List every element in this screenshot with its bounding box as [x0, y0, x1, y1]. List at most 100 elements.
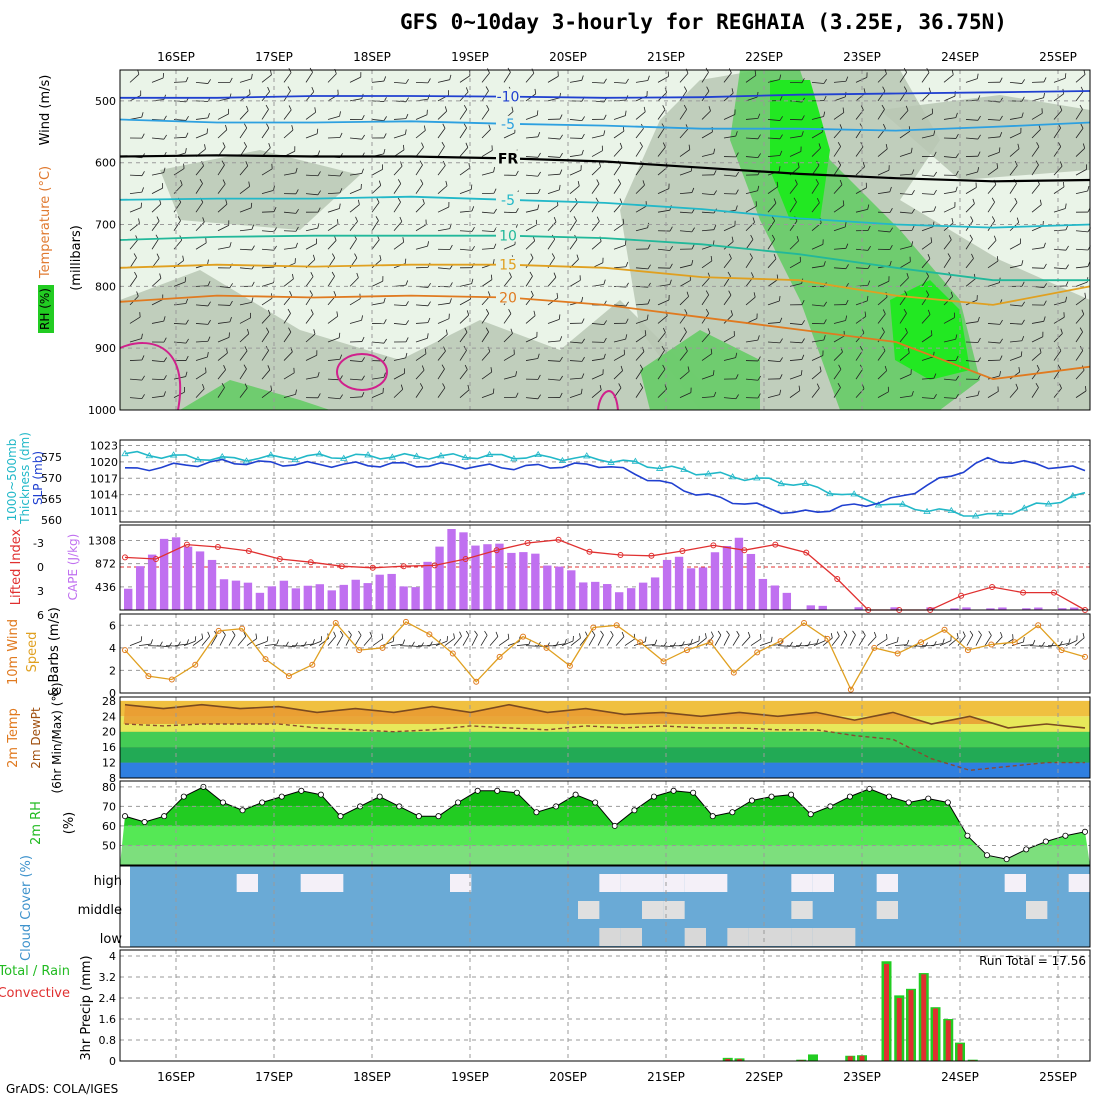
wind-speed-marker	[1058, 647, 1065, 654]
wind-barb	[217, 387, 225, 398]
wind-barb-flag	[581, 116, 585, 121]
wind-barb-flag	[845, 315, 848, 321]
wind-barb	[899, 245, 912, 250]
wind-barb	[393, 133, 406, 139]
wind-barb-flag	[728, 290, 732, 296]
li-marker	[524, 540, 531, 546]
wind-barb-flag	[903, 308, 907, 314]
wind-barb	[345, 634, 352, 646]
wind-barb-flag	[383, 372, 386, 378]
precip-convective-bar	[908, 990, 914, 1061]
wind-barb	[987, 167, 998, 176]
wind-barb-flag	[465, 87, 469, 93]
wind-barb	[371, 341, 384, 344]
wind-barb-flag	[288, 327, 292, 333]
wind-barb	[696, 637, 707, 646]
wind-barb	[393, 183, 402, 194]
wind-barb	[921, 210, 934, 213]
wind-barb-flag	[247, 328, 250, 334]
rh-band	[120, 806, 1090, 826]
wind-barb-flag	[752, 217, 755, 223]
wind-barb-flag	[713, 170, 717, 175]
wind-barb	[679, 128, 689, 139]
wind-barb-flag	[339, 630, 344, 636]
wind-barb	[217, 225, 229, 232]
wind-barb	[804, 643, 817, 646]
thickness-marker	[1020, 504, 1028, 511]
wind-barb-flag	[267, 86, 270, 92]
wind-barb-flag	[897, 636, 899, 642]
wind-speed-line	[124, 621, 1086, 692]
wind-barb-flag	[661, 345, 665, 351]
wind-barb	[943, 276, 952, 287]
li-marker	[1051, 589, 1058, 596]
wind-barb	[481, 171, 494, 176]
wind-barb	[789, 359, 802, 361]
wind-barb-flag	[778, 166, 781, 172]
wind-barb-flag	[581, 318, 585, 324]
cloud-row-label: high	[94, 874, 122, 889]
wind-barb-flag	[537, 188, 541, 194]
wind-barb	[415, 183, 424, 194]
cape-bar	[267, 586, 277, 610]
cloud-cell	[642, 874, 664, 892]
wind-barb-flag	[331, 271, 335, 277]
wind-barb-flag	[779, 317, 783, 323]
wind-barb-flag	[1043, 263, 1047, 269]
wind-barb-flag	[839, 179, 843, 185]
wind-barb-flag	[295, 208, 299, 214]
wind-barb	[459, 389, 470, 398]
cape-bar	[171, 537, 181, 610]
rh-legend-swatch	[38, 285, 54, 333]
rh-marker	[435, 813, 442, 820]
wind-barb	[877, 350, 886, 361]
wind-barb-flag	[911, 169, 915, 175]
wind-barb	[195, 165, 204, 176]
wind-barb	[437, 318, 450, 324]
wind-barb	[1009, 202, 1018, 213]
wind-barb	[855, 267, 869, 270]
wind-barb	[481, 129, 491, 139]
wind-barb-flag	[687, 366, 690, 372]
wind-barb-flag	[202, 384, 205, 389]
wind-barb-flag	[1021, 260, 1024, 266]
wind-barb-flag	[735, 394, 739, 399]
wind-barb	[899, 152, 912, 157]
wind-barb-flag	[823, 111, 826, 117]
wind-barb-flag	[201, 633, 204, 639]
wind-barb-flag	[553, 216, 557, 222]
wind-barb	[877, 73, 887, 83]
isotherm-label-bg	[496, 88, 520, 103]
wind-barb-flag	[933, 171, 937, 177]
wind-barb	[767, 186, 779, 194]
wind-barb	[767, 341, 780, 344]
cloud-cell	[791, 928, 813, 946]
rh-marker	[219, 799, 226, 806]
wind-barb	[876, 638, 888, 646]
wind-barb	[239, 110, 249, 120]
wind-barb-flag	[405, 337, 409, 343]
wind-barb-flag	[603, 78, 607, 84]
cape-tick: 872	[95, 558, 116, 571]
wind-barb	[701, 229, 714, 232]
wind-barb	[415, 304, 428, 307]
wind-barb	[503, 72, 511, 83]
pressure-axis-label: (millibars)	[69, 225, 84, 291]
wind-barb	[239, 267, 252, 270]
wind-barb-flag	[186, 639, 189, 645]
wind-barb-flag	[316, 128, 319, 134]
wind-barb-flag	[392, 636, 395, 642]
li-marker	[214, 544, 221, 550]
wind-barb-flag	[508, 309, 512, 314]
wind-barb	[305, 111, 316, 120]
wind-barb	[833, 128, 843, 139]
cape-bar	[614, 592, 624, 610]
wind-barb	[349, 298, 361, 306]
cape-bar	[447, 529, 456, 610]
li-marker	[122, 554, 128, 561]
cloud-cell	[706, 874, 728, 892]
wind-barb-flag	[336, 311, 339, 317]
wind-barb-flag	[309, 290, 313, 296]
wind-barb-flag	[866, 295, 869, 301]
wind-barb	[767, 119, 780, 121]
